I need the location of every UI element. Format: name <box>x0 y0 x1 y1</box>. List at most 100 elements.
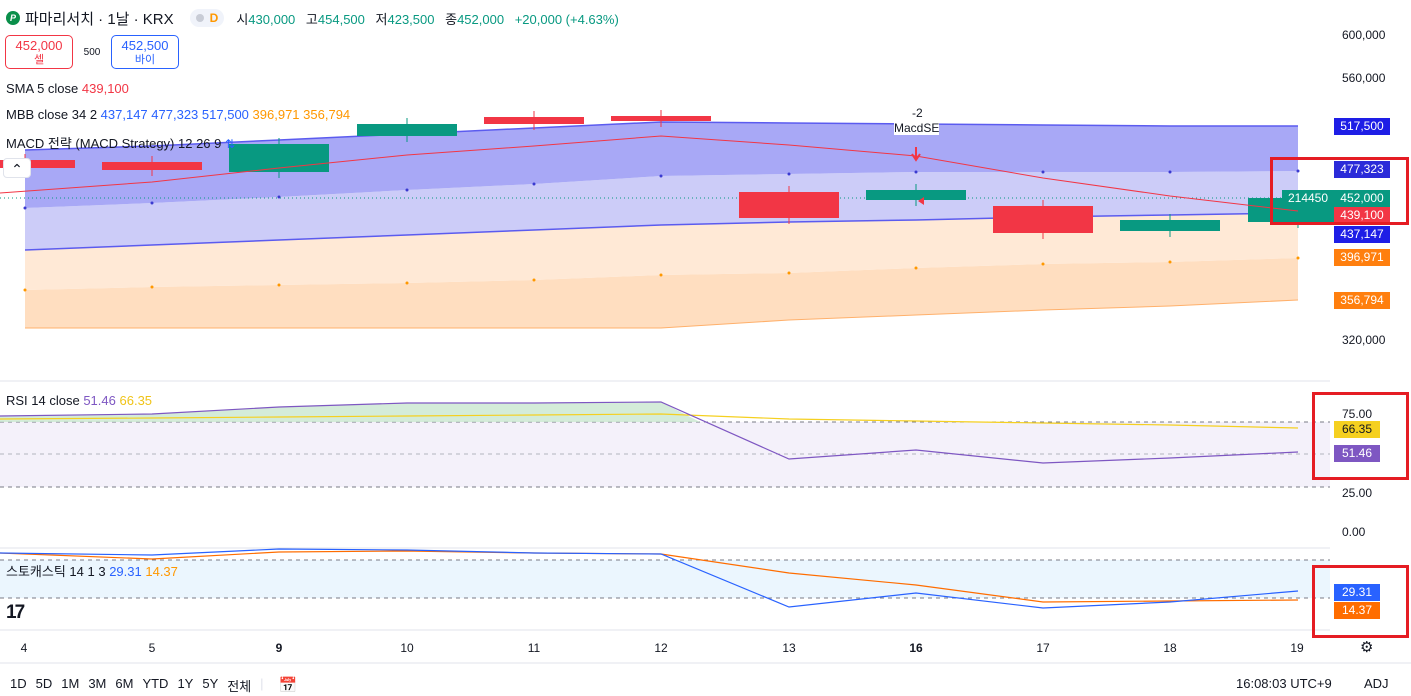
highlight-box-price <box>1270 157 1409 225</box>
status-dot-icon <box>195 14 204 22</box>
range-all[interactable]: 전체 <box>227 679 252 694</box>
rsi-line <box>0 401 1299 464</box>
candle-body <box>484 117 584 124</box>
outer-band-dot <box>532 278 536 282</box>
x-axis-label: 10 <box>400 641 414 655</box>
legend-mbb-name: MBB close 34 2 <box>6 107 98 122</box>
buy-button[interactable]: 452,500 바이 <box>111 35 179 69</box>
range-5y[interactable]: 5Y <box>202 676 219 691</box>
clock-time[interactable]: 16:08:03 UTC+9 <box>1236 676 1332 691</box>
candle-body <box>739 192 839 218</box>
ohlc-high-key: 고 <box>305 11 318 27</box>
legend-rsi[interactable]: RSI 14 close 51.46 66.35 <box>6 393 152 408</box>
range-1d[interactable]: 1D <box>10 676 27 691</box>
ohlc-low-value: 423,500 <box>387 11 435 27</box>
status-letter: D <box>209 11 219 25</box>
sma-tag: 439,100 <box>1334 207 1390 224</box>
price-axis-label: 560,000 <box>1342 71 1386 85</box>
candle-body <box>357 124 457 136</box>
ohlc-close-key: 종 <box>445 11 458 27</box>
legend-macd[interactable]: MACD 전략 (MACD Strategy) 12 26 9 ⇅ <box>6 133 235 152</box>
chevron-up-icon[interactable]: ⌃ <box>3 158 31 178</box>
candle-body <box>1120 220 1220 231</box>
bb-lower-fill <box>25 171 1298 250</box>
x-axis-label: 9 <box>275 641 283 655</box>
legend-stoch-v2: 14.37 <box>145 564 178 579</box>
x-axis-label: 11 <box>527 641 541 655</box>
price-axis-label: 320,000 <box>1342 333 1386 347</box>
x-axis-label: 13 <box>782 641 796 655</box>
range-6m[interactable]: 6M <box>115 676 134 691</box>
ohlc-close-value: 452,000 <box>457 11 505 27</box>
bb-upper-fill <box>25 122 1298 208</box>
outer-band-dot <box>23 288 27 292</box>
legend-mbb[interactable]: MBB close 34 2 437,147 477,323 517,500 3… <box>6 107 350 122</box>
signal-qty: -2 <box>912 106 923 120</box>
symbol-header: P 파마리서치 · 1날 · KRX D 시430,000 고454,500 저… <box>6 8 626 28</box>
volume-tag: 214450 <box>1282 190 1334 207</box>
range-ytd[interactable]: YTD <box>142 676 169 691</box>
rsi-value-tag: 51.46 <box>1334 445 1380 462</box>
rsi-overbought-fill <box>0 402 700 422</box>
ohlc-open-key: 시 <box>236 11 249 27</box>
legend-mbb-v4: 396,971 <box>252 107 300 122</box>
outer-band-dot <box>914 266 918 270</box>
signal-name: MacdSE <box>894 121 940 135</box>
stoch-d-tag: 14.37 <box>1334 602 1380 619</box>
rsi-axis-label: 25.00 <box>1342 486 1373 500</box>
market-status-badge[interactable]: D <box>189 9 225 27</box>
bb-upper-tag: 517,500 <box>1334 118 1390 135</box>
outer-band-dot <box>659 273 663 277</box>
buy-price: 452,500 <box>121 38 169 53</box>
ohlc-low-key: 저 <box>375 11 388 27</box>
x-axis-label: 16 <box>909 641 923 655</box>
range-1m[interactable]: 1M <box>61 676 80 691</box>
compare-icon[interactable]: ⇅ <box>225 137 236 151</box>
highlight-box-stoch <box>1312 565 1409 638</box>
outer-band-dot <box>1041 262 1045 266</box>
bb-lower-tag: 437,147 <box>1334 226 1390 243</box>
legend-sma[interactable]: SMA 5 close 439,100 <box>6 81 129 96</box>
legend-sma-name: SMA 5 close <box>6 81 79 96</box>
legend-stoch-v1: 29.31 <box>109 564 142 579</box>
x-axis-label: 12 <box>654 641 668 655</box>
legend-stoch[interactable]: 스토캐스틱 14 1 3 29.31 14.37 <box>6 561 178 580</box>
sell-button[interactable]: 452,000 셀 <box>5 35 73 69</box>
bb-middle-dot <box>1296 169 1300 173</box>
bb-middle-dot <box>532 182 536 186</box>
order-quantity[interactable]: 500 <box>83 46 101 58</box>
outer-band-dot <box>277 283 281 287</box>
adj-toggle[interactable]: ADJ <box>1364 676 1389 691</box>
bb-middle-dot <box>1041 170 1045 174</box>
price-axis-label: 600,000 <box>1342 28 1386 42</box>
bb-middle-tag: 477,323 <box>1334 161 1390 178</box>
range-3m[interactable]: 3M <box>88 676 107 691</box>
candle-body <box>102 162 202 170</box>
sell-label: 셀 <box>33 54 45 66</box>
bb-middle-dot <box>914 170 918 174</box>
range-5d[interactable]: 5D <box>35 676 53 691</box>
trade-panel: 452,000 셀 500 452,500 바이 <box>5 35 179 69</box>
ohlc-high-value: 454,500 <box>317 11 365 27</box>
candle-body <box>0 160 75 168</box>
ohlc-readout: 시430,000 고454,500 저423,500 종452,000 +20,… <box>236 9 625 28</box>
stoch-k-tag: 29.31 <box>1334 584 1380 601</box>
stoch-k-line <box>0 548 1299 609</box>
x-axis-label: 5 <box>148 641 156 655</box>
company-logo-icon: P <box>6 11 20 25</box>
x-axis-label: 18 <box>1163 641 1177 655</box>
highlight-box-rsi <box>1312 392 1409 480</box>
legend-mbb-v1: 437,147 <box>100 107 148 122</box>
bb-middle-dot <box>1168 170 1172 174</box>
tradingview-logo-icon[interactable]: 17 <box>6 602 25 623</box>
bb-middle-dot <box>405 188 409 192</box>
rsi-ma-line <box>0 413 1299 429</box>
x-axis-label: 4 <box>20 641 28 655</box>
x-axis-label: 19 <box>1290 641 1304 655</box>
range-1y[interactable]: 1Y <box>177 676 194 691</box>
settings-gear-icon[interactable]: ⚙ <box>1360 639 1374 656</box>
outer-band-dot <box>150 285 154 289</box>
symbol-title[interactable]: 파마리서치 · 1날 · KRX <box>25 10 174 28</box>
calendar-range-icon[interactable]: 📅 <box>278 677 298 694</box>
